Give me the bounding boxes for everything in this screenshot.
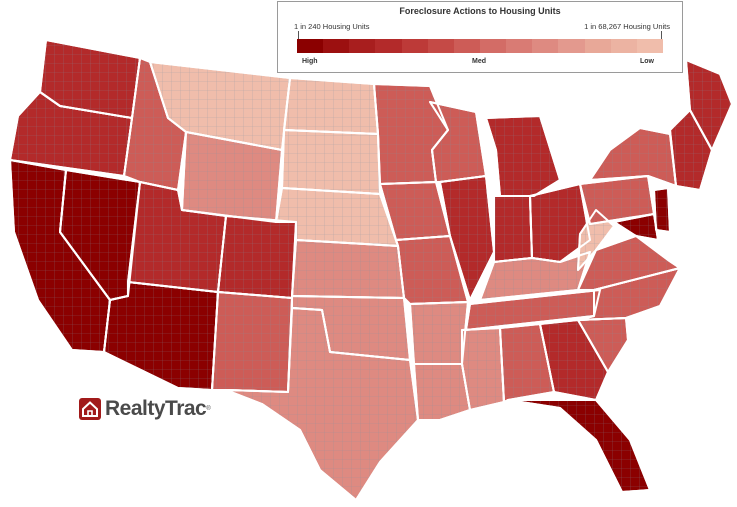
state-borders bbox=[9, 39, 733, 501]
state-shapes bbox=[9, 39, 733, 501]
state-maine-border bbox=[685, 59, 733, 151]
state-georgia-border bbox=[539, 319, 609, 401]
legend-swatch-11 bbox=[558, 39, 585, 53]
legend-low-label: Low bbox=[640, 58, 654, 65]
legend-left-label: 1 in 240 Housing Units bbox=[294, 22, 370, 31]
legend-swatch-5 bbox=[401, 39, 428, 53]
legend: Foreclosure Actions to Housing Units 1 i… bbox=[277, 1, 683, 73]
legend-color-ramp bbox=[297, 39, 663, 53]
legend-right-label: 1 in 68,267 Housing Units bbox=[584, 22, 670, 31]
state-kentucky-border bbox=[479, 251, 591, 301]
legend-high-label: High bbox=[302, 58, 318, 65]
logo-registered-mark: ® bbox=[206, 406, 211, 412]
state-mississippi-border bbox=[461, 327, 505, 411]
state-florida-border bbox=[507, 399, 651, 493]
legend-med-label: Med bbox=[472, 58, 486, 65]
state-florida bbox=[507, 399, 651, 493]
legend-swatch-7 bbox=[453, 39, 480, 53]
state-kansas bbox=[291, 239, 405, 299]
legend-swatch-6 bbox=[427, 39, 454, 53]
state-texas-border bbox=[225, 307, 419, 501]
logo-wordmark: RealtyTrac bbox=[105, 397, 207, 420]
legend-swatch-2 bbox=[323, 39, 350, 53]
legend-swatch-9 bbox=[506, 39, 533, 53]
legend-title: Foreclosure Actions to Housing Units bbox=[399, 6, 561, 16]
legend-right-tick bbox=[661, 31, 662, 39]
house-icon bbox=[79, 398, 101, 420]
legend-swatch-13 bbox=[610, 39, 637, 53]
state-new-england-border bbox=[669, 109, 713, 191]
legend-swatch-8 bbox=[479, 39, 507, 53]
state-washington-border bbox=[39, 39, 141, 119]
realtytrac-logo: RealtyTrac ® bbox=[79, 397, 211, 421]
state-north-dakota bbox=[283, 77, 379, 135]
legend-swatch-12 bbox=[584, 39, 611, 53]
legend-swatch-3 bbox=[349, 39, 376, 53]
state-wisconsin-border bbox=[429, 101, 487, 183]
state-indiana bbox=[493, 195, 533, 263]
state-west-virginia-border bbox=[577, 209, 615, 271]
state-louisiana bbox=[413, 363, 471, 421]
state-alabama-border bbox=[499, 323, 555, 403]
legend-left-tick bbox=[298, 31, 299, 39]
state-arkansas bbox=[409, 301, 469, 365]
legend-swatch-14 bbox=[636, 39, 663, 53]
state-illinois-border bbox=[439, 175, 495, 301]
state-south-dakota bbox=[281, 129, 381, 195]
state-new-mexico bbox=[211, 291, 293, 393]
legend-swatch-1 bbox=[297, 39, 324, 53]
legend-swatch-10 bbox=[532, 39, 559, 53]
state-maryland-border bbox=[613, 213, 659, 241]
state-colorado bbox=[217, 215, 297, 299]
legend-swatch-4 bbox=[375, 39, 402, 53]
state-ohio-border bbox=[529, 183, 591, 263]
state-louisiana-border bbox=[413, 363, 471, 421]
